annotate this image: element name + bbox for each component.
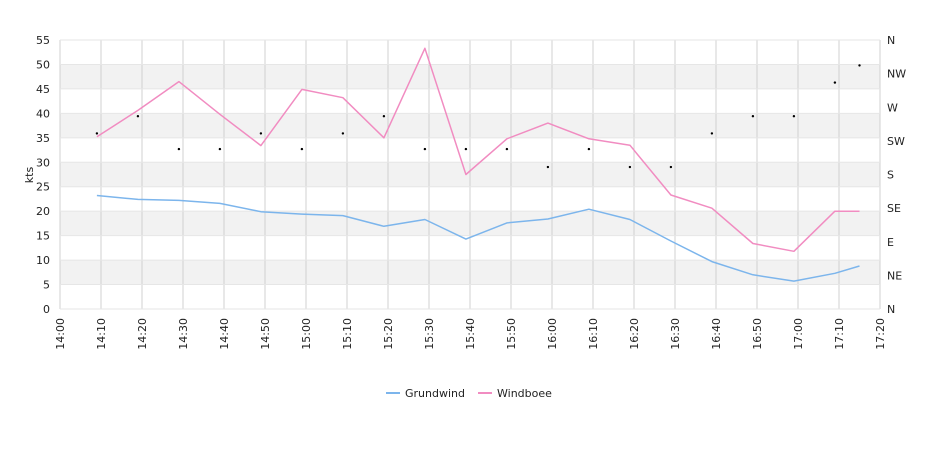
direction-marker [792, 115, 796, 118]
horizontal-gridlines [60, 39, 880, 310]
x-tick-label: 15:50 [505, 318, 518, 350]
y-tick-label: 25 [36, 181, 50, 194]
y-axis-ticks: 0 5 10 15 20 25 30 35 40 45 50 55 [36, 34, 50, 316]
direction-tick-label: E [887, 236, 894, 249]
direction-marker [423, 147, 427, 151]
direction-marker [628, 165, 632, 169]
direction-marker [259, 132, 263, 135]
x-tick-label: 15:20 [382, 318, 395, 350]
direction-marker [505, 147, 509, 151]
direction-marker [464, 147, 468, 151]
x-tick-label: 16:40 [710, 318, 723, 350]
direction-marker [587, 147, 591, 151]
x-tick-label: 14:00 [54, 318, 67, 350]
direction-tick-label: S [887, 169, 894, 182]
vertical-gridlines [59, 40, 881, 309]
x-tick-label: 15:40 [464, 318, 477, 350]
direction-tick-label: NE [887, 269, 902, 282]
y-tick-label: 20 [36, 205, 50, 218]
direction-marker [341, 132, 345, 135]
x-tick-label: 16:20 [628, 318, 641, 350]
series-lines [96, 47, 860, 282]
direction-marker [710, 132, 714, 135]
series-line-windboee [96, 47, 860, 253]
direction-marker [300, 147, 304, 151]
direction-tick-label: SE [887, 202, 901, 215]
x-tick-label: 14:10 [95, 318, 108, 350]
x-tick-label: 15:30 [423, 318, 436, 350]
x-tick-label: 15:10 [341, 318, 354, 350]
x-tick-label: 16:10 [587, 318, 600, 350]
y-tick-label: 50 [36, 58, 50, 71]
direction-marker [833, 81, 837, 84]
direction-axis-ticks: N NE E SE S SW W NW N [887, 34, 906, 316]
direction-marker [751, 115, 755, 118]
x-tick-label: 16:00 [546, 318, 559, 350]
y-axis-title: kts [23, 167, 36, 184]
x-tick-label: 14:50 [259, 318, 272, 350]
y-tick-label: 0 [43, 303, 50, 316]
direction-marker [382, 115, 386, 118]
x-axis-ticks: 14:00 14:10 14:20 14:30 14:40 14:50 15:00 15:10… [54, 318, 887, 350]
x-tick-label: 14:20 [136, 318, 149, 350]
x-tick-label: 16:30 [669, 318, 682, 350]
direction-tick-label: NW [887, 68, 906, 81]
x-tick-label: 17:10 [833, 318, 846, 350]
y-tick-label: 40 [36, 107, 50, 120]
direction-tick-label: SW [887, 135, 905, 148]
y-tick-label: 15 [36, 230, 50, 243]
direction-tick-label: N [887, 303, 895, 316]
x-tick-label: 17:20 [874, 318, 887, 350]
direction-marker [95, 132, 99, 135]
direction-tick-label: W [887, 101, 898, 114]
x-tick-label: 14:30 [177, 318, 190, 350]
direction-markers [95, 64, 861, 169]
y-tick-label: 10 [36, 254, 50, 267]
legend: Grundwind Windboee [386, 387, 552, 400]
y-tick-label: 55 [36, 34, 50, 47]
x-tick-label: 15:00 [300, 318, 313, 350]
y-tick-label: 5 [43, 279, 50, 292]
x-tick-label: 16:50 [751, 318, 764, 350]
series-line-grundwind [96, 194, 860, 282]
direction-marker [669, 165, 673, 169]
direction-marker [177, 147, 181, 151]
direction-tick-label: N [887, 34, 895, 47]
y-tick-label: 35 [36, 132, 50, 145]
y-tick-label: 45 [36, 83, 50, 96]
legend-label-grundwind: Grundwind [405, 387, 465, 400]
direction-marker [546, 165, 550, 169]
legend-label-windboee: Windboee [497, 387, 552, 400]
direction-marker [858, 64, 861, 67]
x-tick-label: 14:40 [218, 318, 231, 350]
direction-marker [218, 147, 222, 151]
y-tick-label: 30 [36, 156, 50, 169]
direction-marker [136, 115, 140, 118]
x-tick-label: 17:00 [792, 318, 805, 350]
